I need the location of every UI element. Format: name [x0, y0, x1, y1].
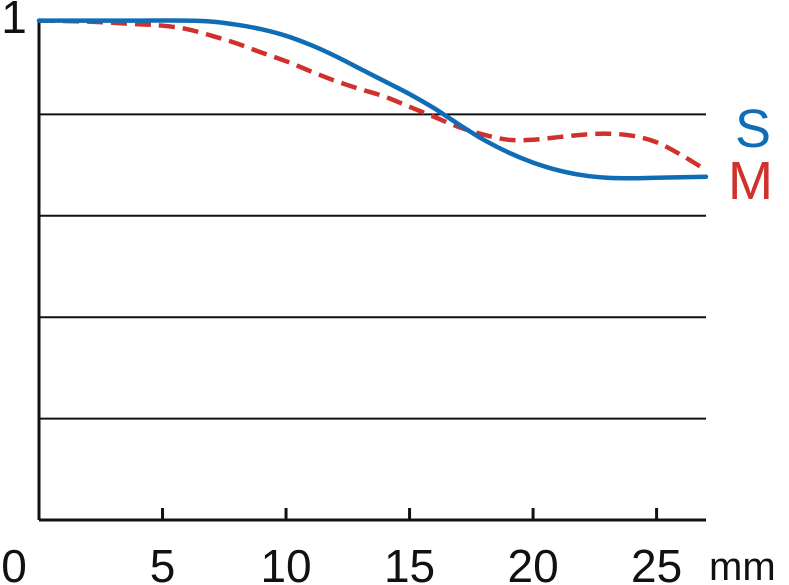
legend-label-m: M	[728, 151, 773, 211]
x-unit-label: mm	[709, 545, 776, 585]
series-layer	[36, 18, 709, 181]
x-tick-label: 5	[150, 540, 176, 585]
series-line-m	[38, 18, 708, 173]
legend: SM	[728, 99, 773, 211]
tick-labels: 0 5 10 15 20 25 1	[1, 0, 682, 585]
x-tick-label: 15	[384, 540, 435, 585]
x-tick-label: 10	[260, 540, 311, 585]
x-tick-label: 25	[631, 540, 682, 585]
axes	[37, 21, 706, 522]
legend-label-s: S	[735, 99, 771, 159]
gridlines	[39, 113, 706, 420]
x-tick-label: 20	[507, 540, 558, 585]
x-tick-label: 0	[1, 540, 27, 585]
y-tick-label: 1	[1, 0, 27, 43]
x-tick-marks	[161, 508, 659, 520]
series-line-s	[36, 18, 709, 181]
